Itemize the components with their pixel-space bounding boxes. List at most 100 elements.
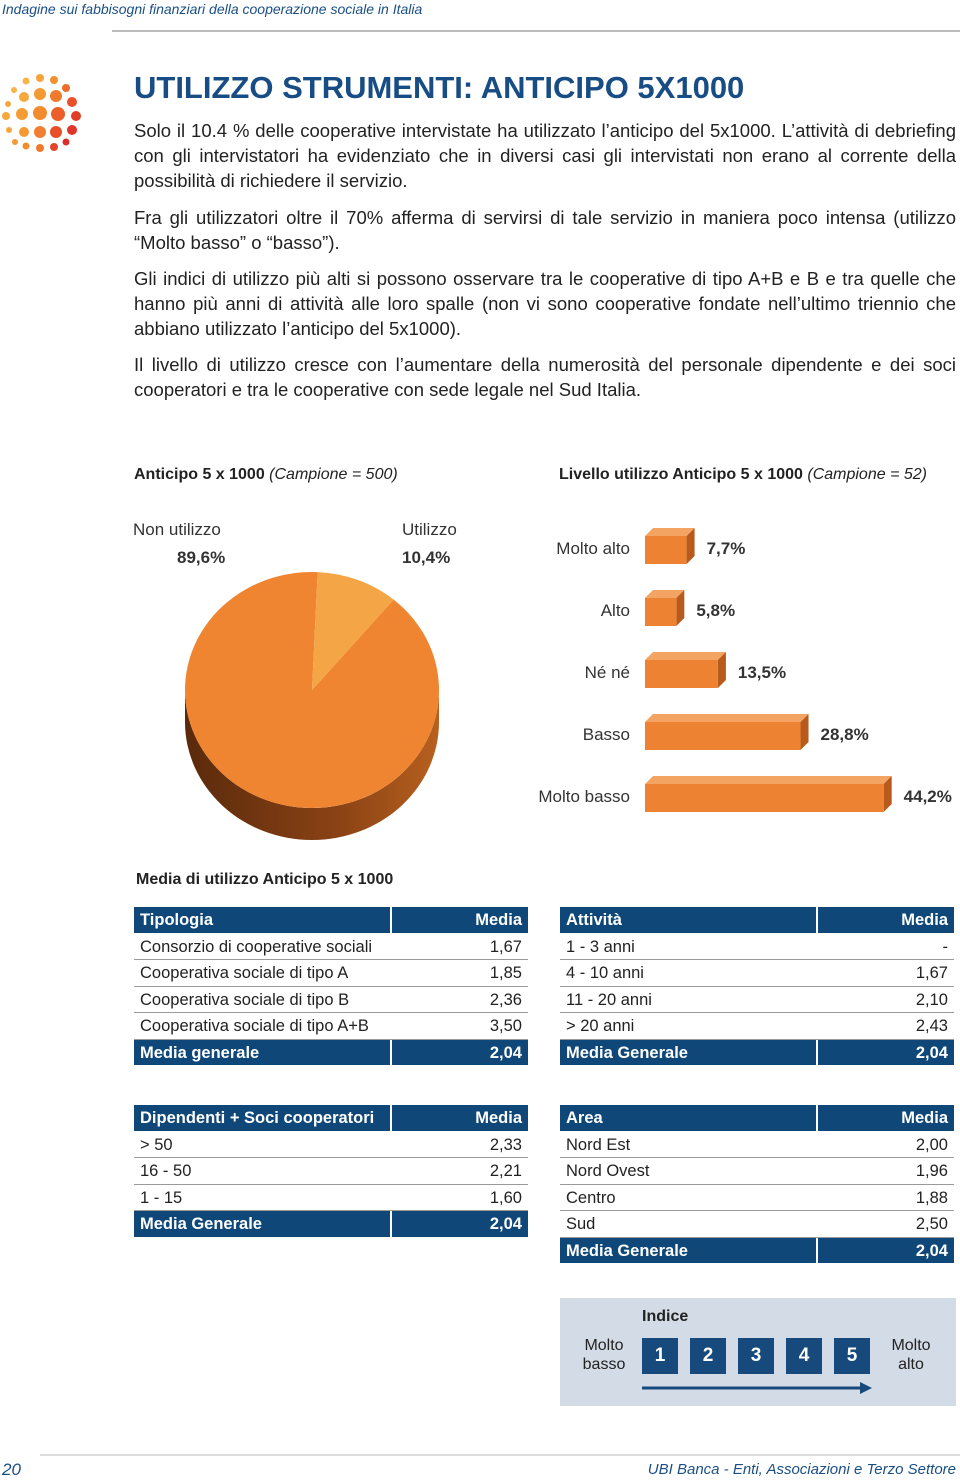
bar-side	[717, 652, 726, 688]
pie-chart: Non utilizzo 89,6% Utilizzo 10,4%	[133, 520, 457, 840]
bar-label: Alto	[601, 601, 630, 620]
cell: 2,04	[489, 1215, 522, 1233]
bar-top	[645, 714, 809, 722]
table-row: Cooperativa sociale di tipo A 1,85	[134, 960, 528, 987]
cell: 2,36	[489, 990, 522, 1009]
cell: 2,21	[489, 1162, 522, 1180]
index-step: 3	[738, 1338, 774, 1374]
table-row: 11 - 20 anni 2,10	[560, 987, 954, 1013]
table-row: Media Generale 2,04	[134, 1211, 528, 1238]
bar-value: 5,8%	[696, 601, 735, 620]
index-step: 1	[642, 1338, 678, 1374]
table-row: Tipologia Media	[134, 907, 528, 934]
cell: Cooperativa sociale di tipo A+B	[140, 1017, 369, 1035]
cell: Nord Ovest	[566, 1162, 650, 1180]
cell: 1,67	[915, 964, 948, 982]
bar-label: Né né	[585, 663, 630, 682]
footer-rule	[40, 1454, 960, 1456]
table-row: > 50 2,33	[134, 1132, 528, 1158]
cell: 1,88	[915, 1188, 948, 1207]
bar-value: 13,5%	[738, 663, 786, 682]
index-step: 4	[786, 1338, 822, 1374]
cell: 2,04	[915, 1043, 948, 1062]
cell: 1,67	[489, 937, 522, 956]
bar-top	[645, 652, 726, 660]
cell: Media	[475, 911, 522, 929]
cell: 2,04	[915, 1241, 948, 1260]
cell: 2,33	[489, 1135, 522, 1154]
paragraph: Il livello di utilizzo cresce con l’aume…	[134, 354, 956, 400]
cell: 11 - 20 anni	[566, 990, 652, 1009]
slice-label: Utilizzo	[402, 520, 457, 539]
bar-top	[645, 776, 892, 784]
cell: Media	[901, 1109, 948, 1127]
cell: -	[942, 937, 949, 956]
page-number: 20	[2, 1460, 21, 1479]
bar	[645, 536, 687, 564]
cell: 16 - 50	[140, 1162, 192, 1180]
legend-high: Molto alto	[891, 1337, 931, 1373]
bar	[645, 784, 884, 812]
cell: Consorzio di cooperative sociali	[140, 937, 373, 956]
cell: > 20 anni	[566, 1017, 635, 1035]
table-row: Centro 1,88	[560, 1185, 954, 1211]
cell: Media generale	[134, 1039, 392, 1065]
bar-top	[645, 590, 685, 598]
table-row: 4 - 10 anni 1,67	[560, 960, 954, 987]
bar	[645, 598, 677, 626]
index-step: 2	[690, 1338, 726, 1374]
cell: Media Generale	[560, 1039, 818, 1065]
bar-side	[883, 776, 892, 812]
paragraph: Solo il 10.4 % delle cooperative intervi…	[134, 120, 956, 191]
cell: 2,00	[915, 1135, 948, 1154]
cell: 1,60	[489, 1188, 522, 1207]
table: Area Media Nord Est 2,00 Nord Ovest 1,96 Centr…	[560, 1105, 954, 1264]
cell: Media Generale	[134, 1211, 392, 1237]
bar-label: Molto basso	[538, 787, 630, 806]
page-title: UTILIZZO STRUMENTI: ANTICIPO 5X1000	[134, 70, 745, 105]
table-row: Cooperativa sociale di tipo A+B 3,50	[134, 1013, 528, 1040]
cell: Cooperativa sociale di tipo A	[140, 964, 349, 982]
cell: 2,04	[489, 1043, 522, 1062]
cell: 2,50	[915, 1215, 948, 1233]
bar-side	[800, 714, 809, 750]
bar-value: 7,7%	[707, 539, 746, 558]
header-rule	[112, 30, 960, 32]
cell: > 50	[140, 1135, 173, 1154]
table-row: Cooperativa sociale di tipo B 2,36	[134, 987, 528, 1013]
table: Tipologia Media Consorzio di cooperative s…	[134, 907, 528, 1066]
publisher: UBI Banca - Enti, Associazioni e Terzo S…	[647, 1461, 956, 1478]
table-row: Consorzio di cooperative sociali 1,67	[134, 934, 528, 960]
table-row: Dipendenti + Soci cooperatori Media	[134, 1105, 528, 1132]
pie-title: Anticipo 5 x 1000 (Campione = 500)	[134, 466, 398, 484]
bar-top	[645, 528, 695, 536]
table-row: Attività Media	[560, 907, 954, 934]
table-row: Nord Ovest 1,96	[560, 1158, 954, 1185]
table-row: Media generale 2,04	[134, 1039, 528, 1066]
cell: Sud	[566, 1215, 596, 1233]
cell: 1,96	[915, 1162, 948, 1180]
running-title: Indagine sui fabbisogni finanziari della…	[2, 1, 423, 17]
cell: Centro	[566, 1188, 616, 1207]
cell: Media	[901, 911, 948, 929]
slice-label: Non utilizzo	[133, 520, 221, 539]
chart-subtitle: (Campione = 500)	[269, 466, 398, 483]
bar	[645, 660, 718, 688]
chart-subtitle: (Campione = 52)	[807, 466, 927, 483]
bar-value: 28,8%	[821, 725, 869, 744]
table-row: > 20 anni 2,43	[560, 1013, 954, 1040]
cell: Cooperativa sociale di tipo B	[140, 990, 350, 1009]
index-step: 5	[834, 1338, 870, 1374]
pie-slice	[312, 572, 394, 690]
table-row: Nord Est 2,00	[560, 1132, 954, 1158]
legend-title: Indice	[642, 1308, 689, 1325]
slice-value: 89,6%	[177, 548, 225, 567]
tables-title: Media di utilizzo Anticipo 5 x 1000	[136, 871, 394, 888]
table-row: 1 - 15 1,60	[134, 1185, 528, 1211]
table: Dipendenti + Soci cooperatori Media > 50 2,…	[134, 1105, 528, 1238]
pie-side	[185, 690, 439, 840]
cell: 1 - 3 anni	[566, 937, 635, 956]
pie-slice	[185, 572, 439, 808]
table-row: Area Media	[560, 1105, 954, 1132]
